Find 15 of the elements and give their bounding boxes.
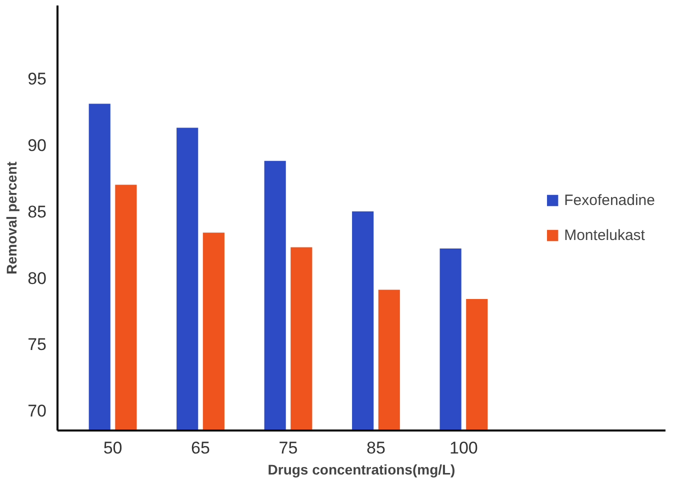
x-tick-label: 50 <box>103 438 122 458</box>
x-tick-label: 75 <box>278 438 298 458</box>
y-tick-label: 70 <box>28 402 47 421</box>
y-tick-label: 95 <box>28 70 47 89</box>
x-tick-label: 85 <box>366 438 386 458</box>
legend-label: Fexofenadine <box>564 192 655 208</box>
y-tick-label: 90 <box>28 136 47 155</box>
x-tick-label: 65 <box>191 438 210 458</box>
y-tick-label: 75 <box>28 335 47 354</box>
x-tick-label: 100 <box>450 438 478 458</box>
y-axis-title: Removal percent <box>4 161 20 274</box>
x-axis-title: Drugs concentrations(mg/L) <box>268 462 456 478</box>
y-tick-label: 80 <box>28 268 47 288</box>
legend-label: Montelukast <box>564 226 645 244</box>
y-tick-label: 85 <box>28 202 47 222</box>
